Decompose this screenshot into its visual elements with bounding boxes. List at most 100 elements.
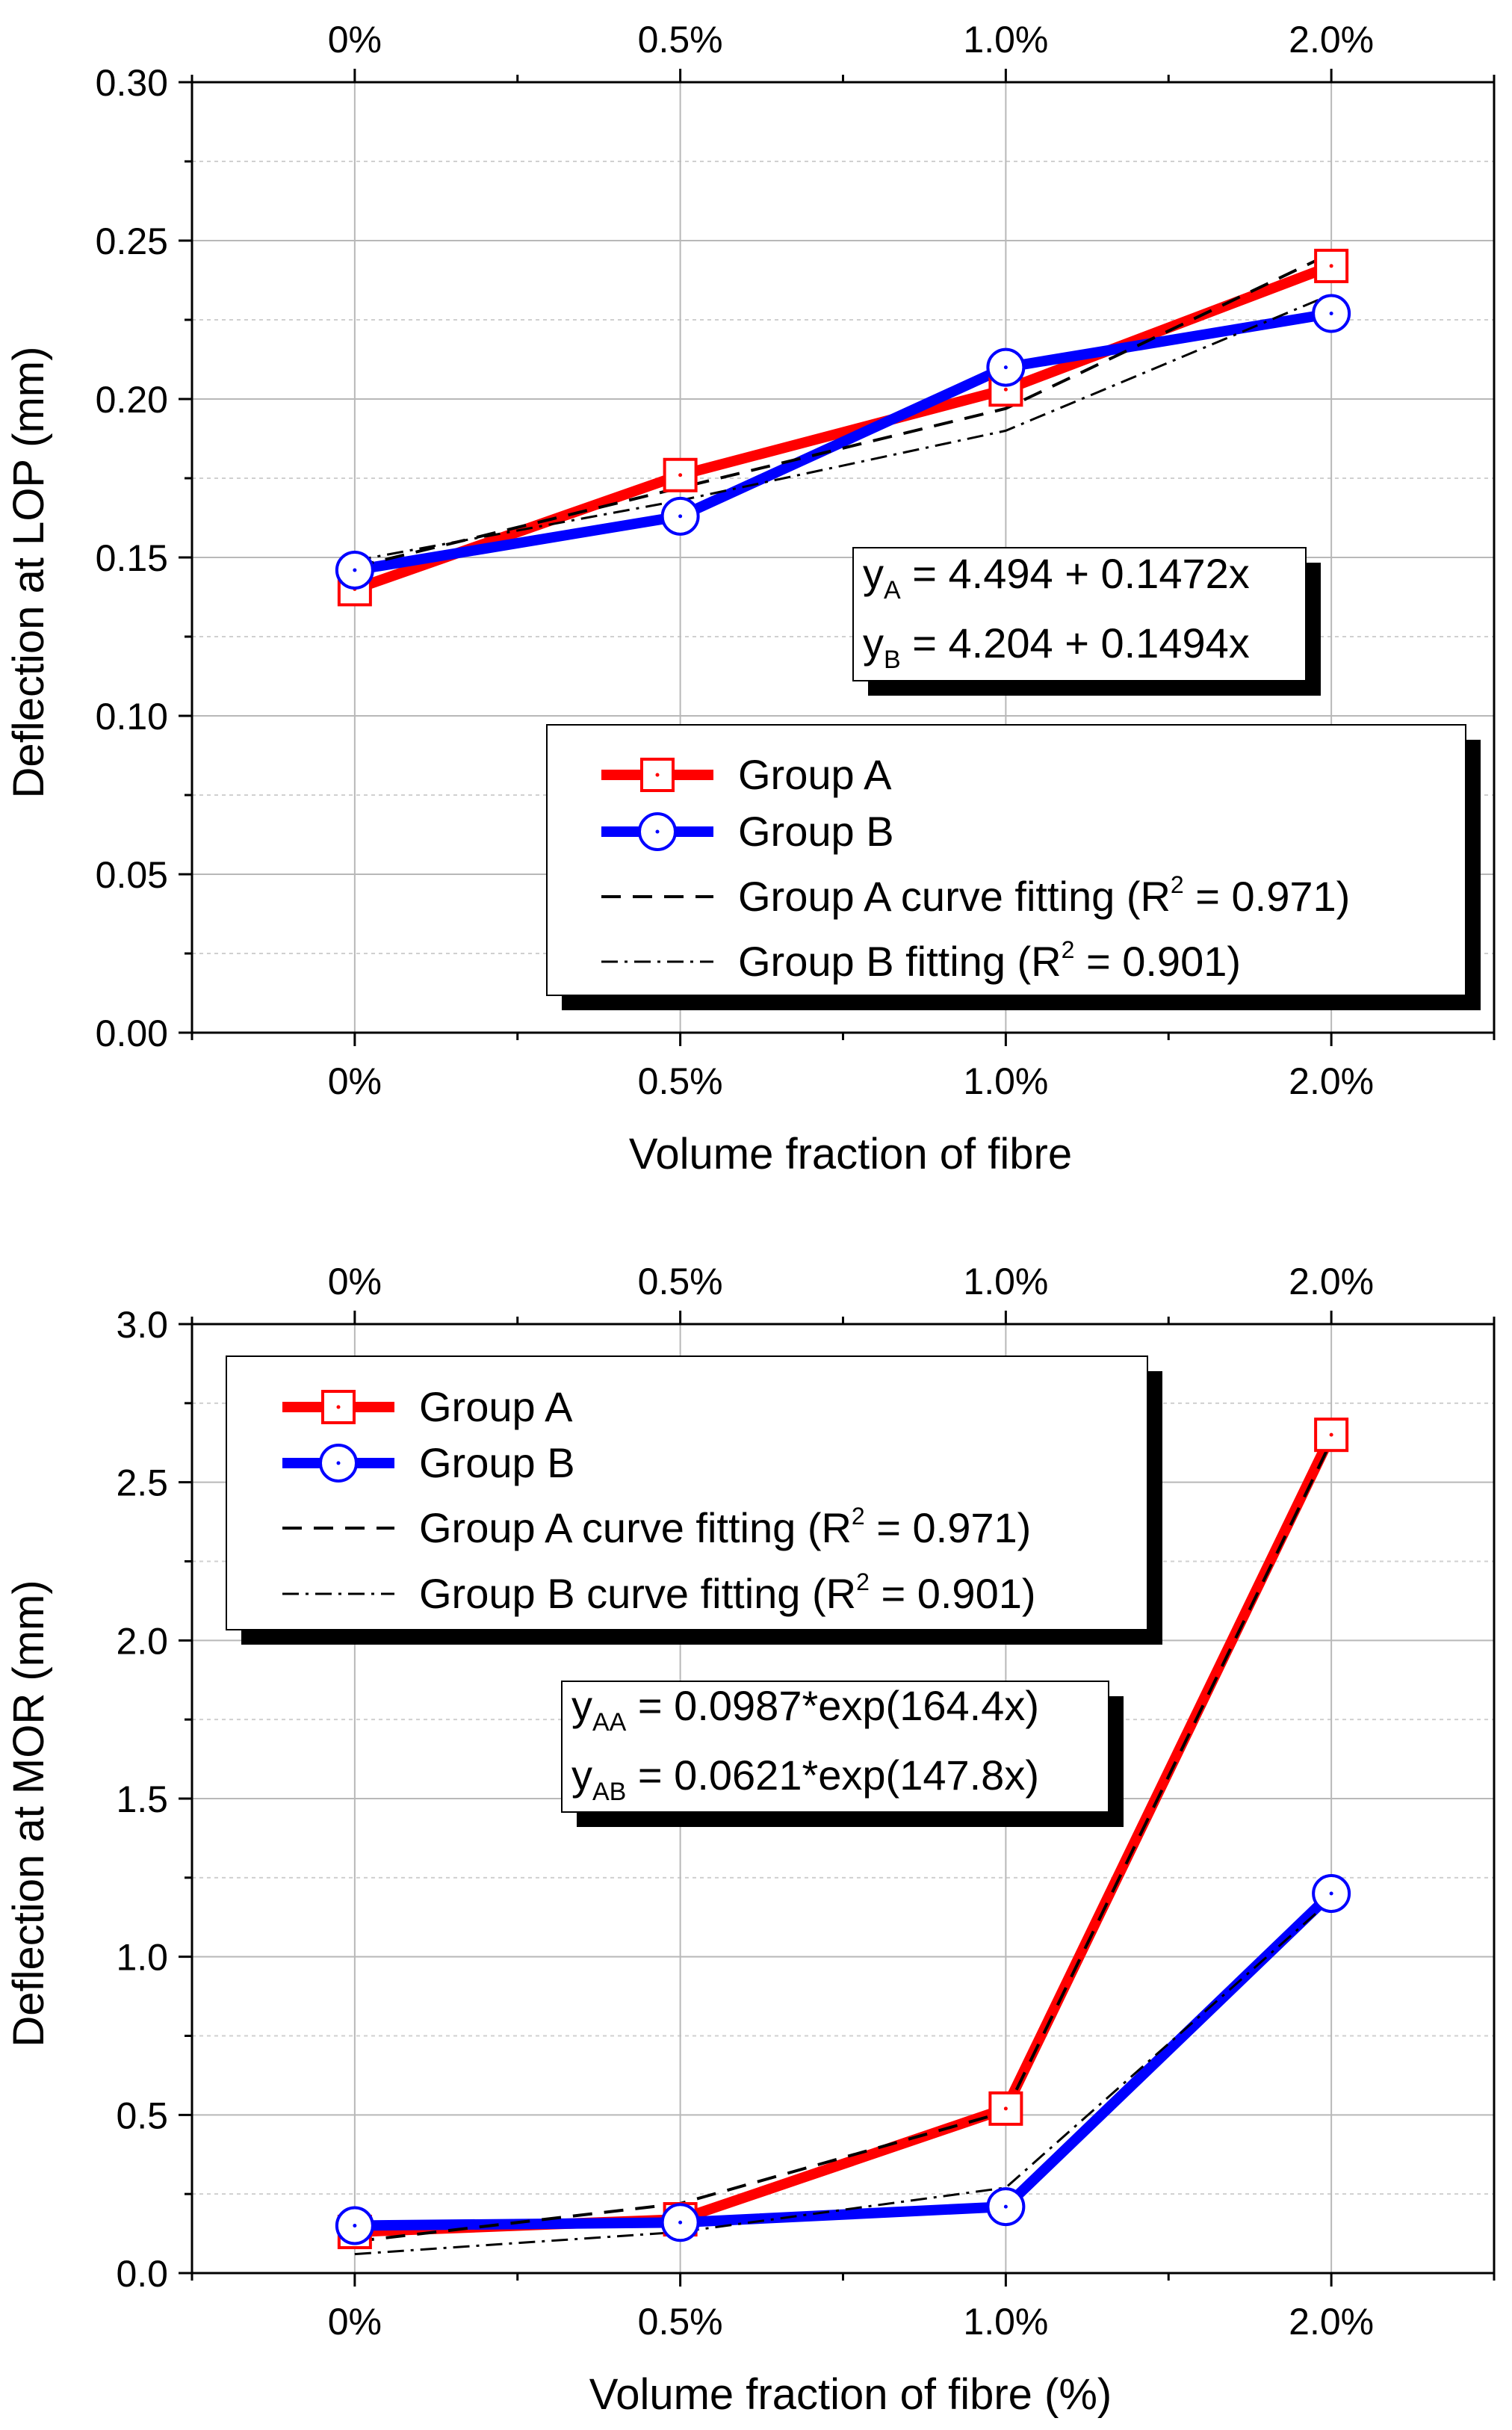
marker-center-dot xyxy=(1329,264,1333,268)
y-tick-label: 2.5 xyxy=(116,1462,168,1504)
marker-center-dot xyxy=(678,2220,683,2225)
legend-label: Group A curve fitting (R2 = 0.971) xyxy=(419,1503,1031,1551)
marker-center-dot xyxy=(1329,1891,1333,1896)
fit-equation: yA = 4.494 + 0.1472x xyxy=(863,550,1250,605)
x-tick-label: 0.5% xyxy=(638,1060,723,1102)
y-tick-label: 0.15 xyxy=(96,537,168,579)
fit-equation: yB = 4.204 + 0.1494x xyxy=(863,619,1250,674)
legend-square-marker xyxy=(321,1390,356,1424)
equation-subscript: AB xyxy=(592,1778,626,1806)
x-top-tick-label: 1.0% xyxy=(963,1261,1048,1302)
marker-center-dot xyxy=(1329,1432,1333,1437)
legend-label: Group B fitting (R2 = 0.901) xyxy=(738,936,1241,985)
legend-label: Group A xyxy=(419,1383,573,1430)
marker-center-dot xyxy=(678,473,683,477)
equation-variable: y xyxy=(863,550,884,597)
legend-label-text: Group B xyxy=(419,1439,575,1486)
fit-equation: yAA = 0.0987*exp(164.4x) xyxy=(571,1682,1039,1737)
y-tick-label: 3.0 xyxy=(116,1304,168,1346)
chart-top: 0.00 0.05 0.10 0.15 0.20 0.25 0.30 0% 0% 0.5% 0.5%… xyxy=(4,19,1496,1178)
series-line-4 xyxy=(354,293,1332,562)
x-axis-label: Volume fraction of fibre xyxy=(629,1130,1072,1178)
group-a-marker xyxy=(663,457,698,492)
equation-subscript: A xyxy=(884,576,901,605)
x-top-tick-label: 1.0% xyxy=(963,19,1048,61)
legend-label-text: Group A xyxy=(419,1383,573,1430)
equation-expression: = 4.204 + 0.1494x xyxy=(901,619,1250,667)
x-tick-label: 1.0% xyxy=(963,1060,1048,1102)
x-tick-label: 0.5% xyxy=(638,2301,723,2343)
x-top-tick-label: 0% xyxy=(328,1261,382,1302)
legend-label-text: Group B fitting (R xyxy=(738,938,1062,985)
x-top-tick-label: 2.0% xyxy=(1289,19,1374,61)
y-tick-label: 0.0 xyxy=(116,2253,168,2295)
y-tick-label: 0.30 xyxy=(96,62,168,104)
legend-marker-dot xyxy=(655,773,660,777)
legend-label-superscript: 2 xyxy=(1062,936,1075,963)
marker-center-dot xyxy=(1003,2204,1008,2209)
legend-label: Group B xyxy=(419,1439,575,1486)
y-tick-label: 0.5 xyxy=(116,2094,168,2136)
x-top-tick-label: 0% xyxy=(328,19,382,61)
legend-label-text: Group B xyxy=(738,808,894,855)
fit-equation: yAB = 0.0621*exp(147.8x) xyxy=(571,1752,1039,1806)
marker-center-dot xyxy=(1329,312,1333,316)
equation-variable: y xyxy=(571,1752,592,1799)
x-tick-label: 0% xyxy=(328,2301,382,2343)
y-axis-label: Deflection at MOR (mm) xyxy=(4,1580,53,2047)
series-line-1 xyxy=(349,260,1337,595)
legend-label-superscript: 2 xyxy=(856,1568,870,1595)
y-tick-label: 1.0 xyxy=(116,1937,168,1979)
legend-label-superscript: 2 xyxy=(1171,871,1184,898)
legend-label-value: = 0.901) xyxy=(870,1570,1036,1617)
legend-label-value: = 0.971) xyxy=(865,1504,1032,1551)
series-line-3 xyxy=(354,252,1332,569)
legend-label-text: Group A curve fitting (R xyxy=(419,1504,852,1551)
legend-label-value: = 0.901) xyxy=(1074,938,1241,985)
series-line-3 xyxy=(354,1440,1333,2243)
marker-center-dot xyxy=(678,514,683,519)
legend-marker-dot xyxy=(336,1405,341,1409)
equation-expression: = 4.494 + 0.1472x xyxy=(901,550,1250,597)
x-top-tick-label: 0.5% xyxy=(638,1261,723,1302)
x-top-tick-label: 2.0% xyxy=(1289,1261,1374,1302)
legend-label-text: Group B curve fitting (R xyxy=(419,1570,856,1617)
y-tick-label: 0.10 xyxy=(96,696,168,738)
x-tick-label: 2.0% xyxy=(1289,2301,1374,2343)
equation-variable: y xyxy=(863,619,884,667)
marker-center-dot xyxy=(353,568,357,572)
x-axis-label: Volume fraction of fibre (%) xyxy=(589,2370,1112,2419)
equation-box xyxy=(852,547,1307,681)
equation-variable: y xyxy=(571,1682,592,1729)
equation-box xyxy=(561,1681,1109,1813)
x-top-tick-label: 0.5% xyxy=(638,19,723,61)
equation-expression: = 0.0987*exp(164.4x) xyxy=(626,1682,1039,1729)
y-tick-label: 0.00 xyxy=(96,1012,168,1054)
equation-expression: = 0.0621*exp(147.8x) xyxy=(626,1752,1039,1799)
legend-label: Group B curve fitting (R2 = 0.901) xyxy=(419,1568,1036,1617)
series-line-2 xyxy=(349,308,1337,575)
x-tick-label: 0% xyxy=(328,1060,382,1102)
y-tick-label: 0.20 xyxy=(96,379,168,421)
x-tick-label: 2.0% xyxy=(1289,1060,1374,1102)
marker-center-dot xyxy=(1003,365,1008,370)
y-tick-label: 0.05 xyxy=(96,854,168,896)
legend-label-text: Group A curve fitting (R xyxy=(738,873,1171,920)
marker-center-dot xyxy=(1003,387,1008,392)
legend-marker-dot xyxy=(336,1461,341,1465)
equation-subscript: B xyxy=(884,646,901,674)
x-tick-label: 1.0% xyxy=(963,2301,1048,2343)
equation-subscript: AA xyxy=(592,1708,627,1737)
y-axis-label: Deflection at LOP (mm) xyxy=(4,347,53,799)
y-tick-label: 1.5 xyxy=(116,1778,168,1820)
legend-label-text: Group A xyxy=(738,751,892,798)
y-tick-label: 2.0 xyxy=(116,1620,168,1662)
legend-label: Group A curve fitting (R2 = 0.971) xyxy=(738,871,1350,920)
series-line-2 xyxy=(349,1888,1337,2231)
marker-center-dot xyxy=(1003,2106,1008,2111)
legend-marker-dot xyxy=(655,829,660,834)
legend-label-value: = 0.971) xyxy=(1184,873,1351,920)
y-tick-label: 0.25 xyxy=(96,220,168,262)
marker-center-dot xyxy=(353,2224,357,2228)
